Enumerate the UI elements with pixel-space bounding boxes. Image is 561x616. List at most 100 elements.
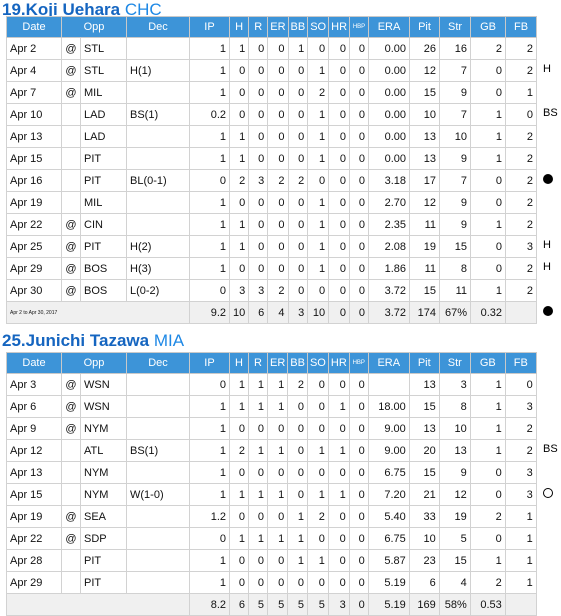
column-header-so[interactable]: SO xyxy=(306,352,329,374)
column-header-hr[interactable]: HR xyxy=(327,352,350,374)
column-header-so[interactable]: SO xyxy=(307,16,330,38)
column-header-date[interactable]: Date xyxy=(6,352,62,374)
cell-h: 3 xyxy=(228,279,250,302)
column-header-opp[interactable]: Opp xyxy=(61,352,127,374)
cell-h: 0 xyxy=(229,461,249,484)
cell-era: 0.00 xyxy=(368,59,411,82)
cell-opp: WSN xyxy=(80,395,127,418)
column-header-h[interactable]: H xyxy=(229,352,249,374)
filled-dot-icon xyxy=(543,169,561,190)
column-header-str[interactable]: Str xyxy=(439,16,472,38)
cell-opp: SEA xyxy=(80,505,127,528)
column-header-opp[interactable]: Opp xyxy=(61,16,127,38)
total-pit: 169 xyxy=(408,593,440,616)
column-header-fb[interactable]: FB xyxy=(505,16,538,38)
cell-opp: BOS xyxy=(80,257,127,280)
column-header-ip[interactable]: IP xyxy=(189,16,230,38)
game-log-table: Date Opp Dec IP H R ER BB SO HR HBP ERA Pit Str GB FB Ap… xyxy=(6,352,537,616)
column-header-hbp[interactable]: HBP xyxy=(349,16,370,38)
cell-ip: 1.2 xyxy=(189,505,230,528)
cell-hr: 0 xyxy=(327,505,350,528)
column-header-hr[interactable]: HR xyxy=(328,16,351,38)
column-header-er[interactable]: ER xyxy=(267,16,289,38)
cell-dec: BS(1) xyxy=(126,103,190,126)
game-row: Apr 7 @ MIL 1 0 0 0 0 2 0 0 0.00 15 9 0 1 xyxy=(6,81,538,104)
column-header-h[interactable]: H xyxy=(228,16,250,38)
game-log-table: Date Opp Dec IP H R ER BB SO HR HBP ERA Pit Str GB FB Ap… xyxy=(6,16,538,324)
cell-h: 1 xyxy=(228,213,250,236)
cell-str: 8 xyxy=(438,395,471,418)
column-header-dec[interactable]: Dec xyxy=(126,16,190,38)
cell-at: @ xyxy=(61,527,81,550)
column-header-era[interactable]: ERA xyxy=(367,352,410,374)
cell-gb: 0 xyxy=(470,235,507,258)
column-header-ip[interactable]: IP xyxy=(189,352,230,374)
cell-hbp: 0 xyxy=(349,257,370,280)
cell-er: 0 xyxy=(266,417,289,440)
cell-r: 0 xyxy=(248,103,269,126)
cell-hr: 0 xyxy=(328,37,351,60)
column-header-gb[interactable]: GB xyxy=(469,352,506,374)
cell-at xyxy=(61,103,81,126)
cell-date: Apr 19 xyxy=(6,505,62,528)
column-header-bb[interactable]: BB xyxy=(287,352,308,374)
cell-r: 1 xyxy=(248,527,268,550)
cell-hbp: 0 xyxy=(348,439,369,462)
cell-era: 0.00 xyxy=(368,147,411,170)
cell-ip: 1 xyxy=(189,147,230,170)
cell-h: 0 xyxy=(228,103,250,126)
cell-so: 0 xyxy=(307,37,330,60)
cell-opp: STL xyxy=(80,37,127,60)
column-header-dec[interactable]: Dec xyxy=(126,352,190,374)
column-header-era[interactable]: ERA xyxy=(368,16,411,38)
cell-hr: 1 xyxy=(327,439,350,462)
cell-date: Apr 22 xyxy=(6,527,62,550)
cell-r: 0 xyxy=(248,505,268,528)
column-header-hbp[interactable]: HBP xyxy=(348,352,369,374)
column-header-str[interactable]: Str xyxy=(438,352,471,374)
cell-bb: 0 xyxy=(287,461,308,484)
column-header-r[interactable]: R xyxy=(248,352,268,374)
cell-gb: 1 xyxy=(470,147,507,170)
cell-so: 1 xyxy=(306,439,329,462)
cell-pit: 20 xyxy=(408,439,440,462)
cell-bb: 0 xyxy=(287,439,308,462)
cell-r: 1 xyxy=(248,395,268,418)
cell-fb: 3 xyxy=(505,235,538,258)
column-header-pit[interactable]: Pit xyxy=(408,352,440,374)
cell-opp: PIT xyxy=(80,147,127,170)
cell-pit: 10 xyxy=(409,103,441,126)
cell-pit: 12 xyxy=(409,191,441,214)
cell-era: 0.00 xyxy=(368,81,411,104)
cell-str: 8 xyxy=(439,257,472,280)
cell-dec xyxy=(126,191,190,214)
cell-dec xyxy=(126,147,190,170)
cell-gb: 1 xyxy=(470,213,507,236)
cell-hbp: 0 xyxy=(349,213,370,236)
cell-at xyxy=(61,147,81,170)
cell-era: 0.00 xyxy=(368,103,411,126)
cell-dec xyxy=(126,213,190,236)
game-row: Apr 16 PIT BL(0-1) 0 2 3 2 2 0 0 0 3.18 17 7 0 2 xyxy=(6,169,538,192)
cell-hr: 1 xyxy=(327,395,350,418)
column-header-date[interactable]: Date xyxy=(6,16,62,38)
cell-hr: 0 xyxy=(328,59,351,82)
column-header-gb[interactable]: GB xyxy=(470,16,507,38)
cell-hbp: 0 xyxy=(349,125,370,148)
cell-bb: 0 xyxy=(287,417,308,440)
game-row: Apr 30 @ BOS L(0-2) 0 3 3 2 0 0 0 0 3.72 15 11 1 2 xyxy=(6,279,538,302)
cell-dec: H(2) xyxy=(126,235,190,258)
column-header-fb[interactable]: FB xyxy=(504,352,537,374)
cell-hbp: 0 xyxy=(349,279,370,302)
cell-r: 0 xyxy=(248,461,268,484)
cell-pit: 15 xyxy=(409,279,441,302)
column-header-bb[interactable]: BB xyxy=(287,16,309,38)
column-header-pit[interactable]: Pit xyxy=(409,16,441,38)
cell-dec xyxy=(126,395,190,418)
column-header-er[interactable]: ER xyxy=(266,352,289,374)
column-header-r[interactable]: R xyxy=(248,16,269,38)
total-so: 5 xyxy=(306,593,329,616)
cell-hbp: 0 xyxy=(348,483,369,506)
cell-er: 0 xyxy=(266,549,289,572)
cell-hbp: 0 xyxy=(349,59,370,82)
